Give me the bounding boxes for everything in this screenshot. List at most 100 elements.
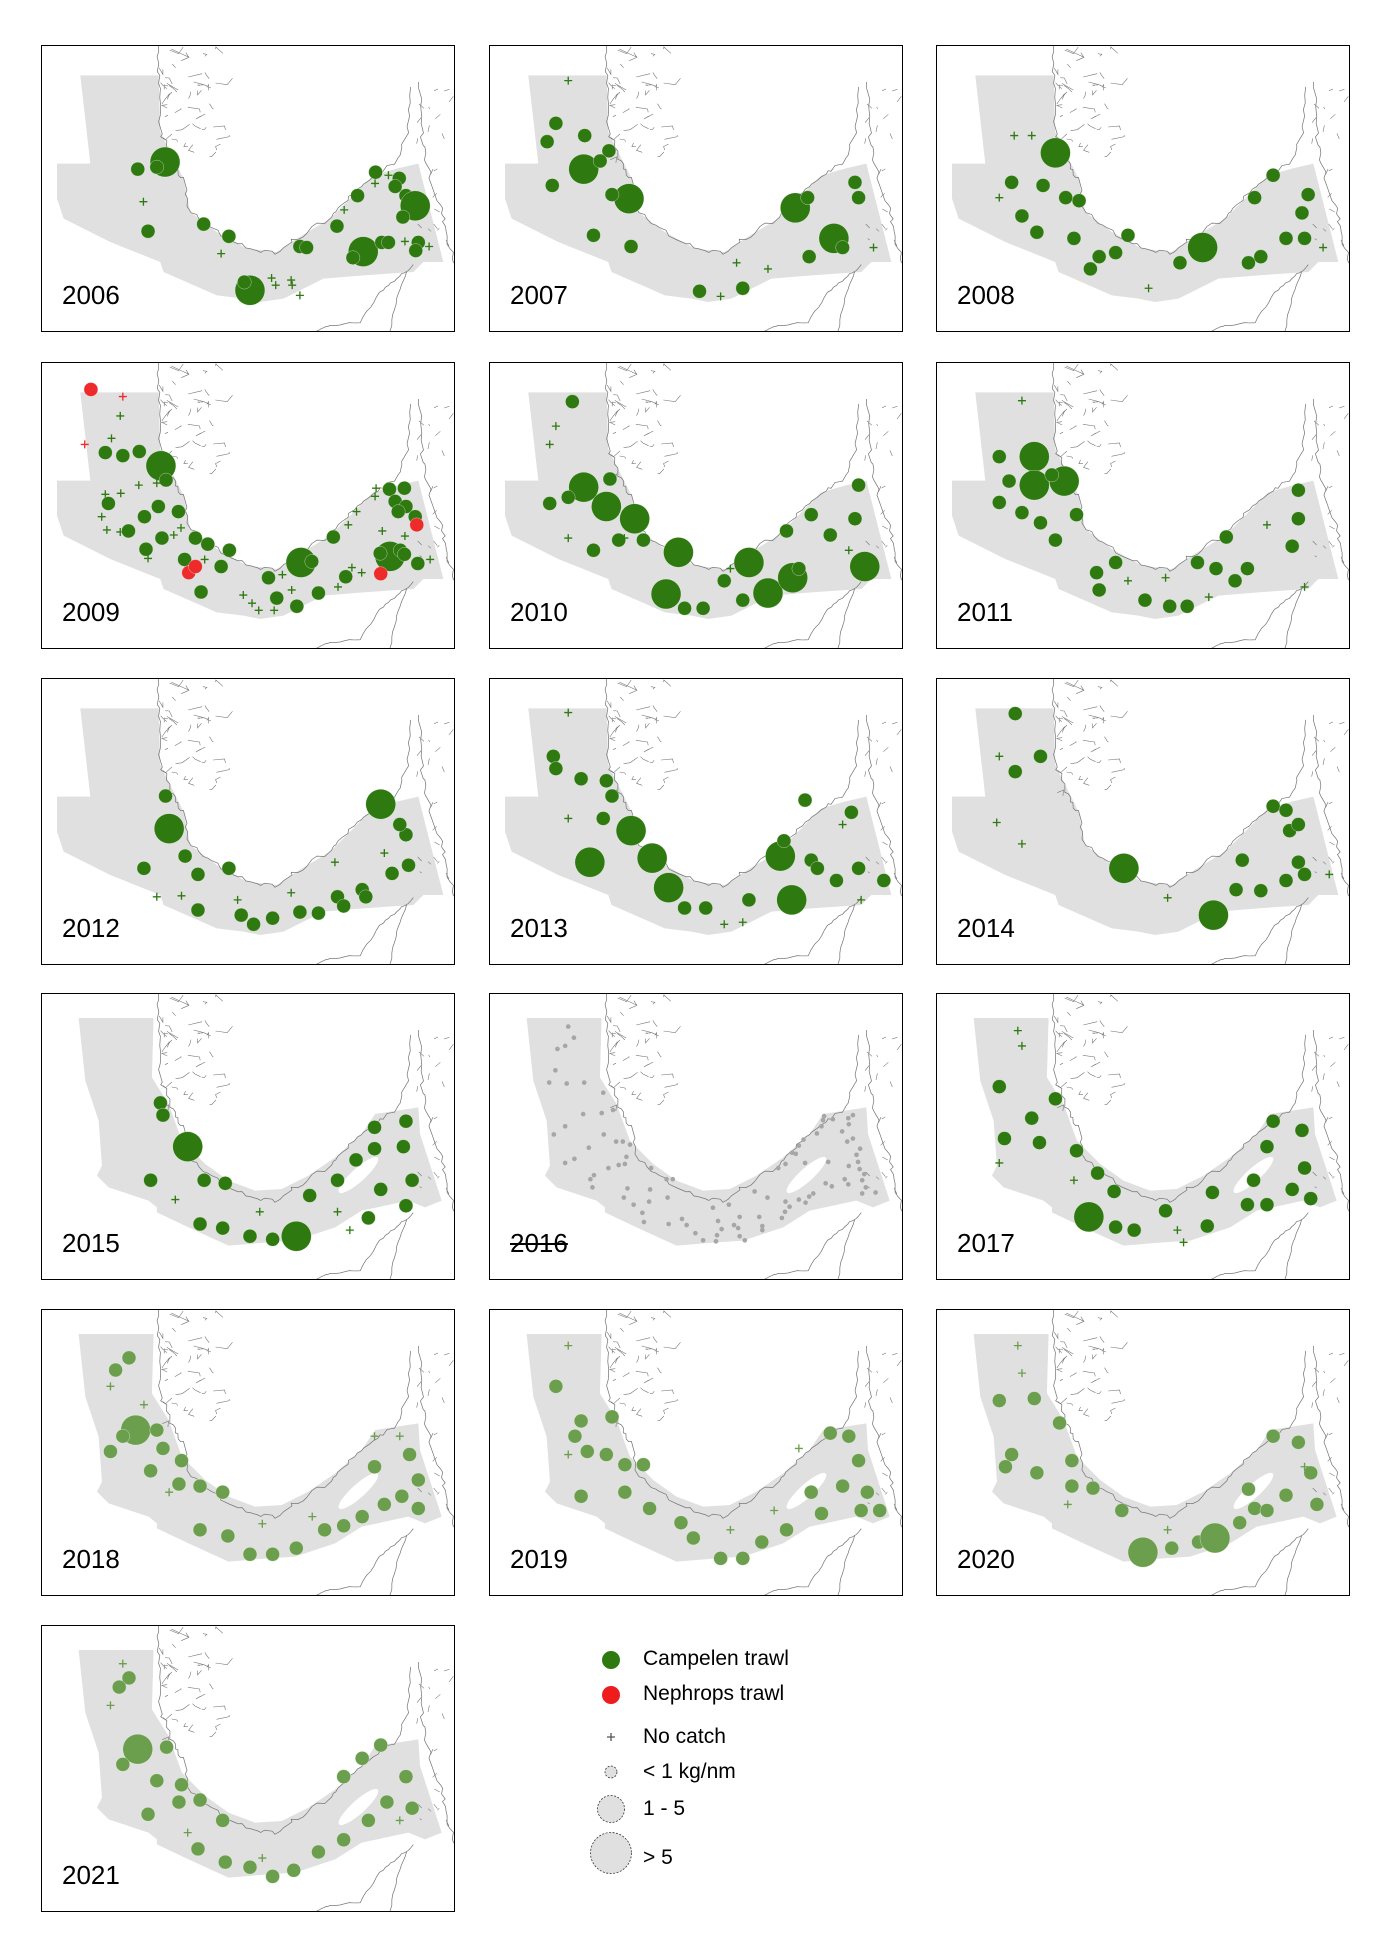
- station-catch: [111, 1679, 127, 1695]
- station-catch: [1004, 175, 1019, 190]
- station-no-catch: [152, 892, 161, 901]
- station-catch: [636, 532, 651, 548]
- station-catch: [606, 1165, 611, 1171]
- station-catch: [679, 1216, 685, 1222]
- coastline: [1312, 398, 1349, 581]
- station-catch: [158, 472, 174, 488]
- station-catch: [200, 536, 216, 552]
- station-catch: [735, 1551, 751, 1566]
- station-catch: [613, 183, 645, 214]
- station-catch: [568, 471, 599, 503]
- station-catch: [577, 128, 592, 143]
- station-no-catch: [102, 525, 111, 534]
- coastline: [1312, 81, 1349, 264]
- map: [56, 679, 454, 964]
- station-catch: [586, 543, 601, 558]
- station-catch: [361, 1210, 376, 1226]
- station-catch: [153, 1095, 168, 1111]
- station-catch: [1052, 1415, 1067, 1431]
- station-catch: [381, 235, 396, 250]
- station-catch: [733, 547, 765, 578]
- year-label: 2020: [957, 1544, 1015, 1574]
- station-catch: [810, 861, 825, 876]
- map-panel-2009: 2009: [41, 362, 455, 649]
- area-exclusion: [338, 1788, 379, 1826]
- station-catch: [844, 805, 859, 820]
- station-catch: [677, 601, 692, 616]
- map: [56, 46, 454, 331]
- coastline: [1284, 904, 1303, 964]
- station-catch: [137, 509, 152, 524]
- station-catch: [242, 1547, 258, 1562]
- station-catch: [221, 229, 237, 244]
- station-catch: [218, 1854, 233, 1870]
- station-catch: [159, 1739, 174, 1755]
- coastline: [604, 679, 860, 888]
- map: [56, 363, 454, 648]
- station-catch: [801, 249, 817, 264]
- station-catch: [330, 1173, 345, 1188]
- map-panel-2019: 2019: [489, 1309, 903, 1596]
- station-catch: [1294, 205, 1310, 221]
- station-no-catch: [248, 599, 257, 608]
- station-catch: [548, 1379, 564, 1394]
- station-catch: [222, 543, 237, 558]
- station-catch: [851, 1453, 866, 1468]
- station-catch: [562, 1043, 568, 1049]
- station-catch: [1200, 1218, 1215, 1234]
- station-catch: [806, 1194, 812, 1199]
- station-no-catch: [347, 563, 356, 572]
- station-catch: [648, 1165, 654, 1171]
- station-catch: [872, 1503, 887, 1518]
- station-catch: [853, 1503, 869, 1518]
- year-label: 2021: [62, 1860, 120, 1890]
- station-catch: [1048, 1091, 1063, 1107]
- station-catch: [1228, 882, 1244, 897]
- station-no-catch: [378, 526, 387, 535]
- station-catch: [398, 1769, 414, 1784]
- year-label: 2016: [510, 1228, 568, 1258]
- station-no-catch: [258, 1854, 267, 1863]
- survey-area: [973, 1334, 1337, 1562]
- station-no-catch: [255, 1207, 264, 1216]
- station-no-catch: [1017, 1041, 1026, 1050]
- station-catch: [621, 1195, 627, 1200]
- year-label: 2015: [62, 1228, 120, 1258]
- station-no-catch: [254, 606, 263, 615]
- coastline: [389, 588, 408, 648]
- station-catch: [1265, 168, 1281, 183]
- station-catch: [1014, 208, 1030, 224]
- station-catch: [1106, 1184, 1122, 1199]
- station-catch: [158, 788, 173, 804]
- station-catch: [735, 1225, 741, 1231]
- station-catch: [215, 1813, 230, 1828]
- station-catch: [188, 530, 203, 546]
- station-catch: [1205, 1185, 1220, 1200]
- large-circle-icon: [590, 1832, 632, 1874]
- station-catch: [851, 190, 866, 205]
- station-catch: [115, 1428, 131, 1444]
- fjords: [158, 1626, 454, 1827]
- station-no-catch: [400, 532, 409, 541]
- station-catch: [599, 1447, 614, 1462]
- station-catch: [857, 1146, 863, 1152]
- station-no-catch: [1262, 520, 1271, 529]
- station-catch: [573, 771, 589, 786]
- station-catch: [1008, 764, 1023, 779]
- station-catch: [143, 1463, 158, 1479]
- survey-area: [951, 392, 1339, 619]
- station-catch: [336, 1832, 351, 1847]
- station-catch: [810, 1191, 816, 1196]
- station-catch: [1091, 582, 1107, 598]
- station-catch: [1033, 749, 1048, 764]
- station-catch: [814, 1131, 820, 1136]
- station-catch: [289, 599, 305, 614]
- station-no-catch: [869, 243, 878, 252]
- coastline: [865, 1029, 902, 1212]
- station-catch: [1241, 1481, 1256, 1497]
- station-catch: [783, 1199, 788, 1204]
- coastline: [316, 264, 414, 331]
- station-catch: [548, 761, 564, 776]
- station-no-catch: [333, 1207, 342, 1216]
- station-catch: [821, 1113, 827, 1119]
